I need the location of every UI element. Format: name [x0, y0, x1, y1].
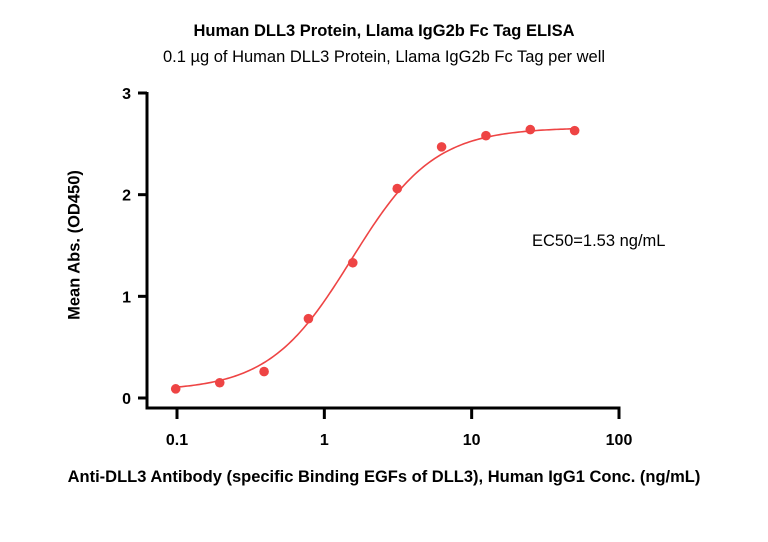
axes: 0 1 2 3 0.1 1 10 100 [122, 86, 632, 449]
data-point [170, 384, 181, 394]
x-tick-label: 10 [463, 432, 481, 449]
chart-subtitle: 0.1 µg of Human DLL3 Protein, Llama IgG2… [162, 48, 606, 66]
data-point [525, 124, 536, 135]
ec50-annotation: EC50=1.53 ng/mL [532, 232, 666, 250]
data-point [569, 125, 580, 136]
x-tick-label: 1 [320, 432, 329, 449]
data-points [170, 124, 580, 394]
x-axis-label: Anti-DLL3 Antibody (specific Binding EGF… [67, 468, 701, 486]
data-point [214, 377, 225, 388]
y-tick-label: 1 [122, 289, 131, 306]
data-point [347, 257, 358, 268]
y-tick-label: 0 [122, 391, 131, 408]
data-point [259, 366, 269, 377]
data-point [392, 183, 403, 194]
data-point [436, 142, 447, 152]
x-tick-label: 100 [606, 432, 633, 449]
y-tick-label: 3 [122, 86, 131, 103]
fit-curve-path [175, 127, 575, 389]
x-tick-label: 0.1 [166, 432, 188, 449]
chart-title: Human DLL3 Protein, Llama IgG2b Fc Tag E… [193, 22, 575, 40]
data-point [303, 313, 314, 324]
data-point [481, 130, 491, 141]
y-tick-label: 2 [122, 188, 131, 205]
fit-curve [175, 127, 575, 389]
